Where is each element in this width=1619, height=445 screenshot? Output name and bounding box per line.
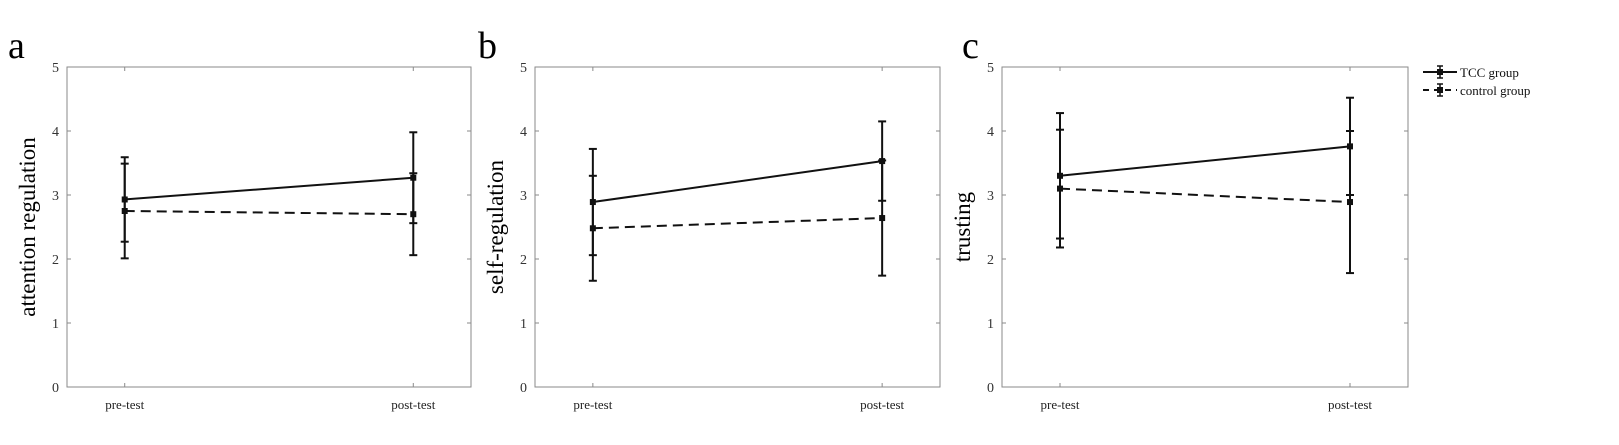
y-tick-label: 3 (987, 189, 994, 204)
series-control-group (588, 159, 887, 282)
panel-c: c 0 1 2 3 4 5 pre-test post-test trusting (950, 25, 1409, 412)
series-line (1059, 187, 1351, 204)
data-point (1057, 185, 1063, 192)
y-tick-label: 4 (52, 125, 59, 140)
panel-a: a 0 1 2 3 4 5 pre-test post-test attention regula… (8, 25, 472, 412)
axes-box (1001, 66, 1409, 388)
legend-label: control group (1460, 83, 1530, 98)
y-tick-label: 3 (52, 189, 59, 204)
data-point (121, 208, 128, 214)
y-axis-label: trusting (950, 191, 975, 262)
axes-box (534, 66, 941, 388)
y-tick-label: 5 (52, 61, 59, 76)
panel-label: a (8, 25, 25, 67)
series-tcc-group (1056, 96, 1354, 240)
y-tick-label: 4 (987, 125, 994, 140)
series-line (1059, 145, 1351, 177)
x-tick-label: pre-test (1041, 397, 1080, 412)
y-axis-label: self-regulation (483, 159, 508, 294)
y-tick-label: 5 (987, 61, 994, 76)
y-tick-label: 1 (987, 317, 994, 332)
series-line (592, 217, 883, 230)
x-tick-label: pre-test (573, 397, 612, 412)
series-tcc-group (120, 131, 418, 243)
y-axis-label: attention regulation (15, 137, 40, 317)
y-tick-label: 2 (52, 253, 59, 268)
panel-label: c (962, 25, 979, 67)
legend: TCC group control group (1423, 65, 1530, 98)
data-point (589, 225, 596, 232)
y-tick-label: 0 (987, 381, 994, 396)
y-tick-label: 0 (52, 381, 59, 396)
y-tick-label: 2 (520, 253, 527, 268)
legend-label: TCC group (1460, 65, 1519, 80)
legend-marker (1437, 87, 1443, 93)
x-tick-label: post-test (860, 397, 904, 412)
series-line (592, 160, 883, 204)
y-tick-label: 1 (52, 317, 59, 332)
y-tick-label: 4 (520, 125, 527, 140)
series-control-group (120, 162, 418, 260)
panel-b: b 0 1 2 3 4 5 pre-test post-test self-regulation (478, 25, 941, 412)
legend-marker (1437, 69, 1443, 75)
panel-label: b (478, 25, 497, 67)
y-tick-label: 2 (987, 253, 994, 268)
y-tick-label: 0 (520, 381, 527, 396)
y-tick-label: 3 (520, 189, 527, 204)
series-line (124, 176, 414, 201)
series-line (124, 210, 414, 216)
data-point (1347, 199, 1353, 206)
series-control-group (1056, 128, 1354, 275)
y-tick-label: 5 (520, 61, 527, 76)
x-tick-label: pre-test (105, 397, 144, 412)
y-tick-label: 1 (520, 317, 527, 332)
x-tick-label: post-test (1328, 397, 1372, 412)
axes-box (66, 66, 472, 388)
x-tick-label: post-test (391, 397, 435, 412)
data-point (879, 215, 886, 222)
data-point (410, 211, 417, 218)
series-tcc-group (588, 120, 887, 257)
